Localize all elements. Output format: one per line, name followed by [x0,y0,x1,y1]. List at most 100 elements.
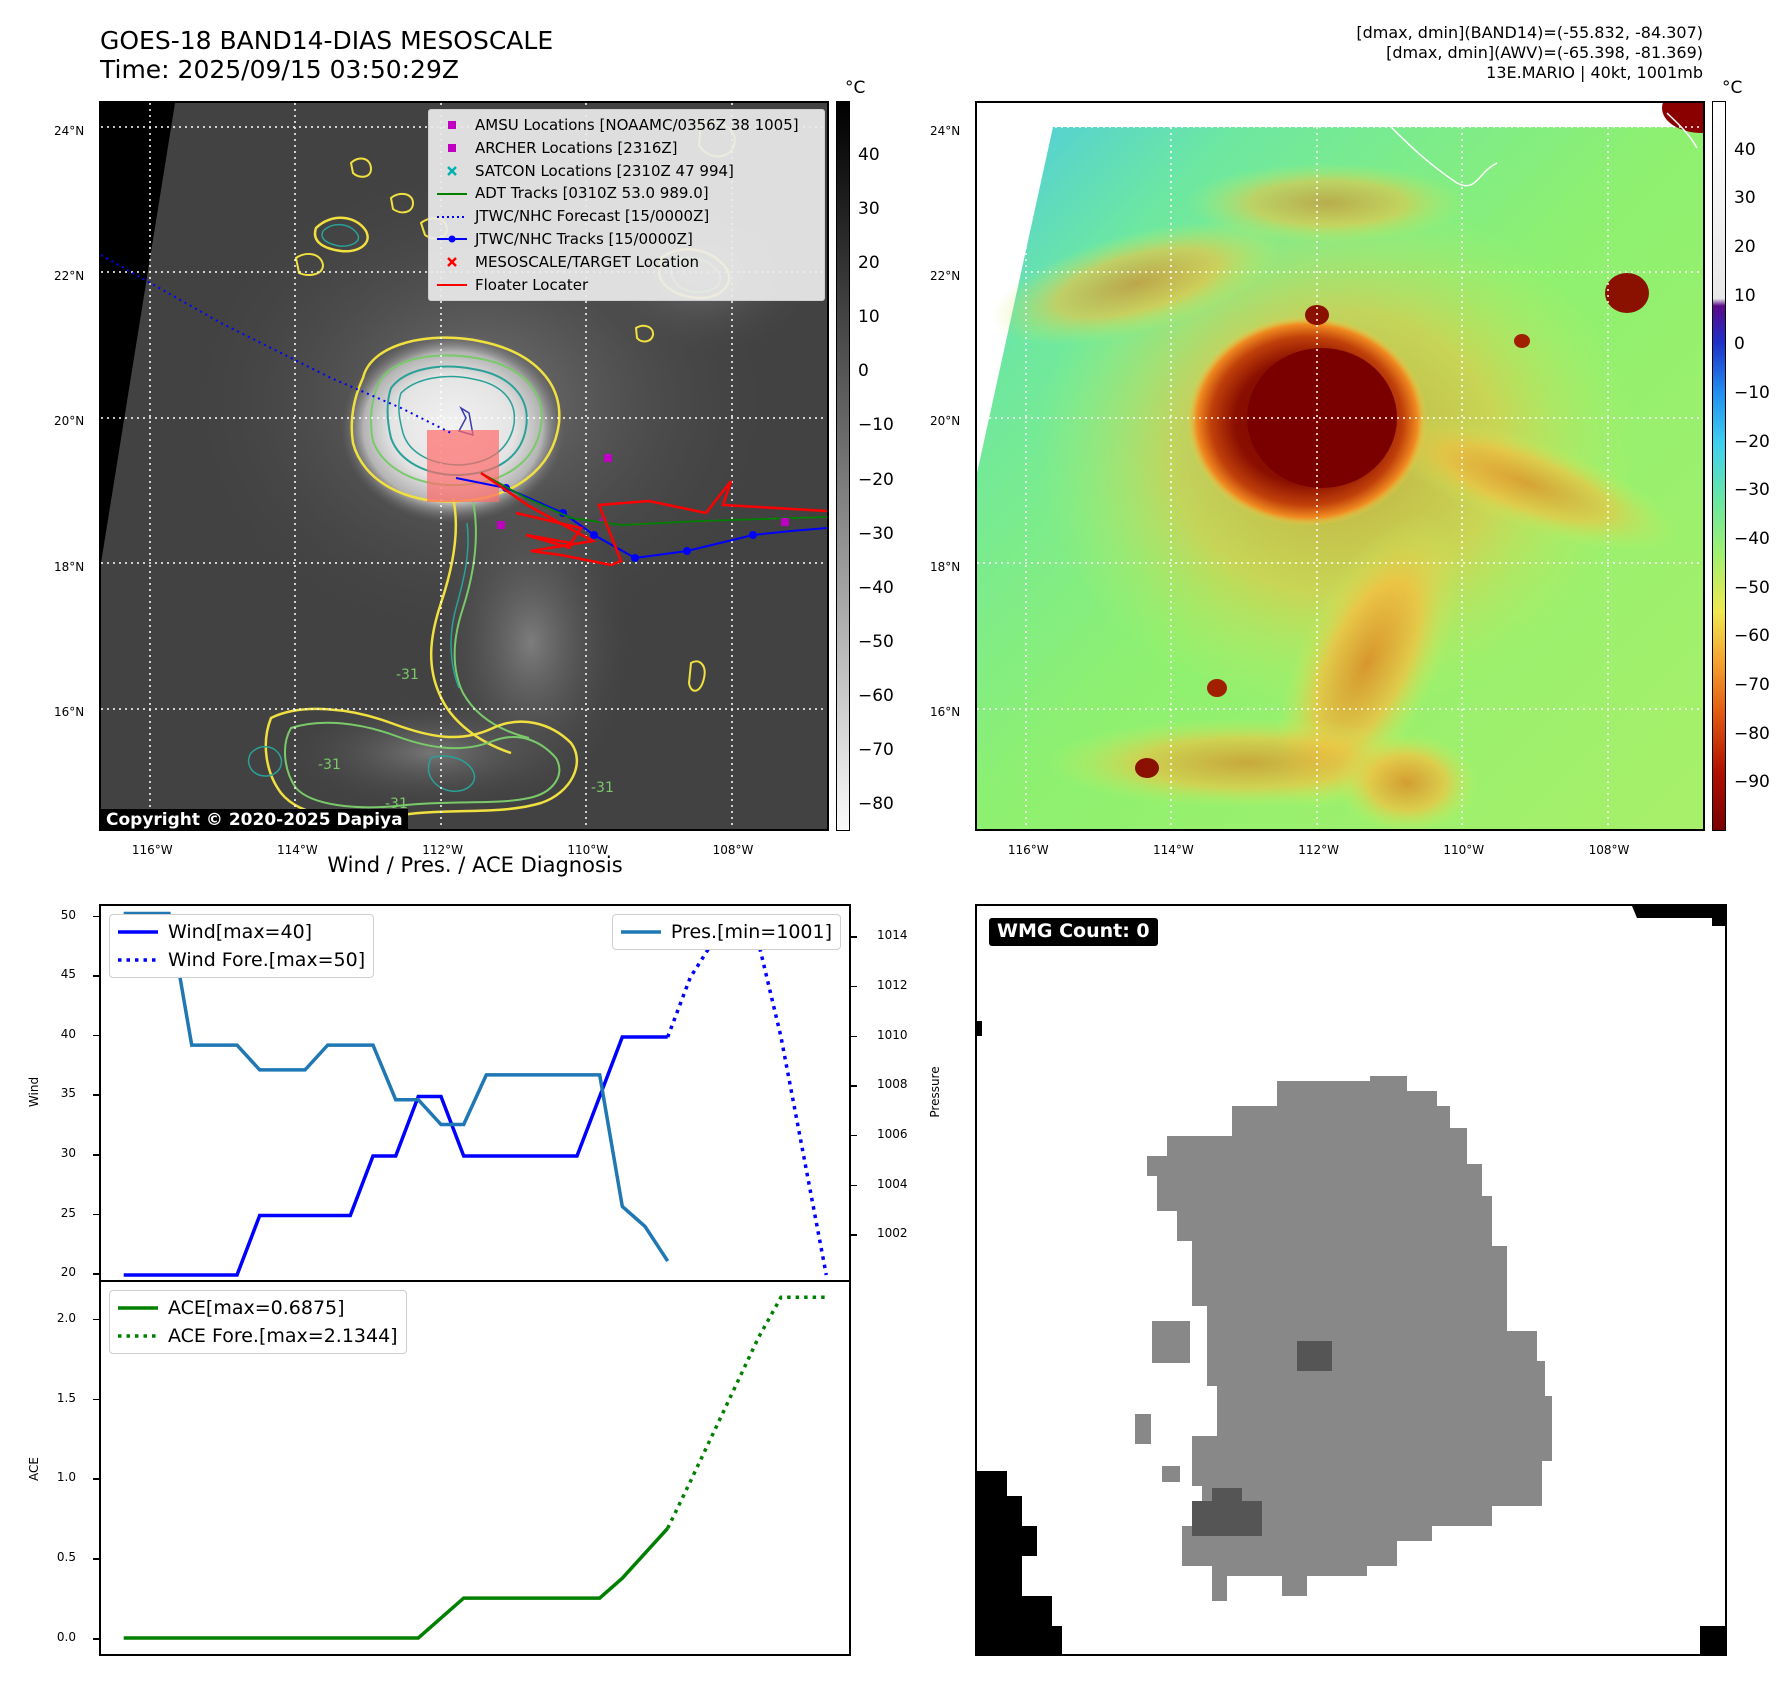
ir-lat-label: 22°N [54,269,85,284]
legend-label: JTWC/NHC Forecast [15/0000Z] [475,207,710,226]
tick-mark [93,975,99,977]
contour-label: -31 [385,796,408,812]
legend-wind: Wind[max=40] [118,921,313,943]
tick-mark [93,1478,99,1480]
legend-item: ADT Tracks [0310Z 53.0 989.0] [435,182,816,205]
tick-mark [93,1318,99,1321]
awv-lat-label: 22°N [930,269,961,284]
ir-lon-label: 108°W [712,843,754,857]
legend-item: ARCHER Locations [2316Z] [435,137,816,160]
pressure-tick: 1006 [877,1126,908,1141]
pressure-axis-label: Pressure [928,1066,942,1118]
colorbar-tick: 20 [1734,237,1756,257]
jtwc-track-points [502,484,757,562]
amsu-marker [604,454,612,462]
colorbar-tick: −80 [858,793,894,814]
ir-lat-label: 24°N [54,124,85,139]
pressure-legend: Pres.[min=1001] [611,914,841,950]
colorbar-tick: −20 [1734,431,1770,452]
awv-panel [975,101,1705,831]
copyright-label: Copyright © 2020-2025 Dapiya [101,809,408,829]
awv-colorbar-unit: °C [1722,78,1743,98]
legend-label: SATCON Locations [2310Z 47 994] [475,161,734,180]
colorbar-tick: −50 [858,631,894,652]
coastline [1386,122,1498,187]
ir-lon-label: 114°W [277,843,318,857]
svg-text:+: + [597,515,605,526]
colorbar-tick: 10 [1734,285,1756,306]
wind-tick: 25 [60,1205,76,1220]
colorbar-tick: −10 [1734,383,1770,403]
wind-tick: 40 [60,1026,76,1041]
ir-colorbar [836,101,850,831]
awv-lon-label: 108°W [1588,843,1630,857]
storm-info: 13E.MARIO | 40kt, 1001mb [1486,63,1703,82]
wmg-count-badge: WMG Count: 0 [989,918,1158,946]
pressure-tick: 1014 [877,928,908,943]
wmg-nodata-tr [1632,906,1725,926]
legend-item: JTWC/NHC Tracks [15/0000Z] [435,228,816,251]
colorbar-tick: −70 [858,739,894,760]
awv-lon-label: 110°W [1443,843,1485,857]
colorbar-tick: −90 [1734,772,1770,793]
legend-item: AMSU Locations [NOAAMC/0356Z 38 1005] [435,114,816,137]
colorbar-tick: −60 [1734,626,1770,647]
tick-mark [93,1213,99,1216]
legend-symbol [437,283,467,286]
contour-label: -31 [318,757,341,773]
series-line-1 [666,915,829,1276]
diagnosis-title: Wind / Pres. / ACE Diagnosis [327,853,623,877]
tick-mark [93,1273,99,1275]
no-data-region [101,103,175,563]
legend-item: MESOSCALE/TARGET Location [435,251,816,274]
colorbar-tick: 10 [858,307,880,328]
awv-lat-label: 24°N [930,124,961,139]
legend-label: MESOSCALE/TARGET Location [475,252,700,271]
colorbar-tick: −40 [858,577,894,598]
ir-colorbar-unit: °C [845,78,866,98]
ace-panel: ACE[max=0.6875] ACE Fore.[max=2.1344] [99,1280,851,1656]
contour-label: -31 [396,667,419,683]
legend-symbol [437,215,467,218]
contour-label: -31 [591,780,614,796]
wind-tick: 45 [60,967,76,982]
awv-colorbar [1712,101,1726,831]
tick-mark [93,1154,99,1156]
legend-item: JTWC/NHC Forecast [15/0000Z] [435,205,816,228]
wmg-nodata-bl [977,1471,1062,1654]
awv-lon-label: 112°W [1298,843,1339,857]
dmax-band14-info: [dmax, dmin](BAND14)=(-55.832, -84.307) [1356,23,1703,42]
ace-tick: 0.5 [56,1550,76,1565]
awv-gridlines [977,103,1703,829]
ir-lat-label: 20°N [54,414,85,429]
wind-tick: 50 [60,907,76,922]
legend-item: SATCON Locations [2310Z 47 994] [435,160,816,183]
ace-series-line-0 [123,1527,669,1640]
legend-label: ARCHER Locations [2316Z] [475,138,678,157]
wind-pressure-panel: Wind[max=40] Wind Fore.[max=50] Pres.[mi… [99,904,851,1281]
legend-symbol [437,192,467,195]
ace-svg [123,1295,827,1640]
dmax-awv-info: [dmax, dmin](AWV)=(-65.398, -81.369) [1386,43,1703,62]
legend-pressure: Pres.[min=1001] [620,921,832,943]
pressure-tick: 1002 [877,1226,908,1241]
ace-tick: 0.0 [56,1630,76,1645]
legend-symbol [437,235,467,243]
floater-locater [480,471,827,567]
colorbar-tick: 30 [1734,188,1756,209]
ir-satellite-panel: + -31 -31 -31 -31 AMSU Locations [NOAAMC… [99,101,829,831]
tick-mark [851,1035,857,1038]
awv-map-svg [977,103,1703,829]
tick-mark [851,985,857,988]
adt-track [480,472,827,526]
jtwc-forecast-track [101,254,452,434]
legend-label: ADT Tracks [0310Z 53.0 989.0] [475,184,709,203]
chart-time: Time: 2025/09/15 03:50:29Z [100,55,459,84]
mesoscale-target-box [427,430,499,502]
ir-lon-label: 112°W [422,843,463,857]
wind-legend: Wind[max=40] Wind Fore.[max=50] [109,914,375,978]
colorbar-tick: 0 [858,361,869,382]
ace-series-line-1 [666,1295,827,1530]
ir-legend: AMSU Locations [NOAAMC/0356Z 38 1005] ARC… [428,109,825,302]
colorbar-tick: −40 [1734,529,1770,549]
